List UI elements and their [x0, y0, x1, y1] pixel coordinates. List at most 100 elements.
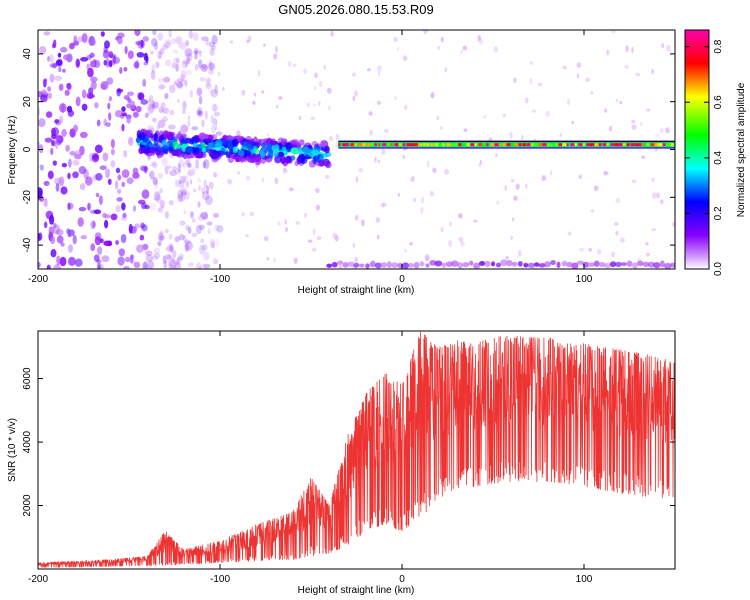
- noise-speck: [158, 232, 164, 242]
- carrier-segment: [662, 143, 666, 147]
- noise-speck: [199, 224, 205, 231]
- noise-speck: [178, 233, 185, 241]
- noise-speck: [104, 40, 110, 49]
- faint-speck: [467, 262, 470, 266]
- noise-speck: [123, 95, 130, 100]
- low-band-blob: [462, 261, 469, 268]
- spectrogram-y-tick-label: -40: [22, 237, 33, 252]
- noise-speck: [47, 86, 52, 92]
- faint-speck: [199, 212, 204, 218]
- faint-speck: [502, 113, 507, 118]
- faint-speck: [303, 68, 308, 75]
- carrier-segment: [594, 143, 599, 147]
- broadband-blob: [205, 138, 213, 144]
- faint-speck: [432, 167, 437, 174]
- noise-speck: [106, 77, 114, 85]
- noise-speck: [141, 202, 147, 210]
- faint-speck: [189, 179, 193, 185]
- faint-speck: [187, 115, 191, 121]
- spectrogram-x-label: Height of straight line (km): [298, 285, 415, 296]
- noise-speck: [53, 39, 57, 49]
- noise-speck: [215, 238, 220, 248]
- noise-speck: [114, 109, 123, 118]
- faint-speck: [615, 198, 621, 204]
- broadband-blob: [237, 149, 245, 157]
- faint-speck: [159, 48, 165, 55]
- noise-speck: [83, 169, 89, 180]
- faint-speck: [307, 239, 313, 244]
- broadband-blob: [271, 143, 280, 153]
- faint-speck: [631, 124, 637, 130]
- noise-speck: [59, 103, 67, 113]
- noise-speck: [171, 37, 176, 45]
- faint-speck: [227, 178, 233, 185]
- broadband-blob: [299, 156, 308, 164]
- faint-speck: [656, 132, 659, 138]
- broadband-blob: [182, 139, 189, 144]
- low-band-blob: [337, 260, 344, 265]
- carrier-segment: [394, 143, 399, 147]
- low-band-blob: [425, 263, 430, 268]
- faint-speck: [641, 155, 646, 159]
- faint-speck: [180, 74, 186, 80]
- noise-speck: [202, 263, 211, 269]
- noise-speck: [61, 163, 68, 168]
- noise-speck: [58, 66, 62, 73]
- noise-speck: [90, 81, 97, 90]
- low-band-blob: [603, 262, 612, 269]
- noise-speck: [56, 235, 64, 244]
- noise-speck: [168, 30, 172, 38]
- snr-x-tick-label: -100: [210, 574, 230, 585]
- noise-speck: [74, 258, 83, 267]
- broadband-blob: [253, 136, 258, 143]
- faint-speck: [608, 125, 613, 132]
- noise-speck: [185, 162, 191, 168]
- noise-speck: [51, 127, 60, 137]
- noise-speck: [197, 106, 203, 115]
- noise-speck: [205, 195, 213, 206]
- carrier-segment: [566, 143, 569, 147]
- faint-speck: [214, 126, 218, 130]
- low-band-blob: [527, 262, 535, 268]
- noise-speck: [121, 112, 128, 117]
- noise-speck: [184, 190, 190, 200]
- noise-speck: [141, 189, 150, 199]
- noise-speck: [128, 136, 134, 146]
- carrier-segment: [446, 143, 452, 147]
- noise-speck: [208, 60, 212, 66]
- faint-speck: [596, 248, 602, 255]
- noise-speck: [94, 144, 103, 154]
- noise-speck: [44, 137, 53, 143]
- low-band-blob: [380, 262, 388, 268]
- broadband-blob: [256, 138, 262, 147]
- noise-speck: [46, 264, 51, 269]
- faint-speck: [377, 159, 381, 163]
- carrier-segment: [482, 143, 488, 147]
- noise-speck: [142, 261, 148, 269]
- noise-speck: [97, 246, 103, 255]
- noise-speck: [172, 250, 177, 258]
- noise-speck: [204, 110, 208, 120]
- faint-speck: [273, 257, 276, 263]
- faint-speck: [458, 237, 464, 242]
- noise-speck: [61, 129, 67, 137]
- carrier-segment: [354, 143, 357, 147]
- noise-speck: [97, 263, 101, 269]
- noise-speck: [139, 234, 145, 241]
- broadband-blob: [279, 155, 286, 164]
- noise-speck: [117, 256, 125, 266]
- noise-speck: [108, 60, 113, 68]
- broadband-blob: [181, 143, 187, 153]
- broadband-blob: [236, 155, 243, 163]
- faint-speck: [483, 114, 486, 119]
- faint-speck: [381, 202, 385, 208]
- low-band-blob: [642, 261, 649, 268]
- noise-speck: [86, 92, 94, 100]
- noise-speck: [107, 102, 111, 110]
- faint-speck: [576, 62, 582, 68]
- noise-speck: [209, 47, 215, 56]
- noise-speck: [68, 256, 76, 267]
- low-band-blob: [386, 261, 392, 269]
- broadband-blob: [214, 140, 222, 148]
